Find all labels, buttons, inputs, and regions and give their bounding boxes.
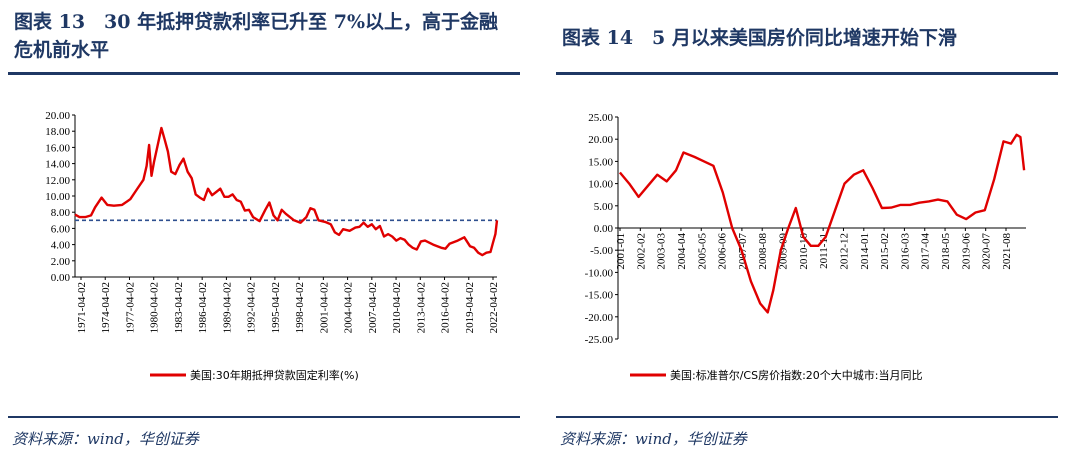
series-line — [74, 126, 499, 257]
x-tick-label: 2006-06 — [717, 233, 729, 270]
x-tick-label: 2007-04-02 — [367, 282, 379, 333]
y-tick-label: -15.00 — [585, 290, 614, 302]
house-price-chart: -25.00 -20.00 -15.00 -10.00 -5.00 0.00 5.00 10.… — [585, 112, 1026, 382]
x-tick-label: 2019-04-02 — [464, 282, 476, 333]
x-tick-label: 2012-12 — [838, 233, 850, 270]
y-tick-label: 0.00 — [594, 223, 614, 235]
x-tick-label: 2019-06 — [960, 233, 972, 270]
y-tick-label: -25.00 — [585, 334, 614, 346]
x-tick-label: 2016-04-02 — [440, 282, 452, 333]
x-tick-label: 1983-04-02 — [173, 282, 185, 333]
title-rule — [556, 72, 1058, 75]
y-tick-label: 15.00 — [588, 156, 613, 168]
x-tick-label: 2016-03 — [899, 233, 911, 270]
x-tick-label: 2009-09 — [778, 233, 790, 270]
figure-13-title: 图表 13 30 年抵押贷款利率已升至 7%以上，高于金融危机前水平 — [14, 11, 499, 61]
x-tick-label: 2010-04-02 — [391, 282, 403, 333]
y-tick-label: 20.00 — [45, 110, 70, 122]
x-tick-label: 2014-01 — [859, 233, 871, 270]
x-tick-label: 2002-02 — [635, 233, 647, 270]
source-rule — [556, 416, 1058, 418]
x-tick-label: 1998-04-02 — [294, 282, 306, 333]
legend-label: 美国:标准普尔/CS房价指数:20个大中城市:当月同比 — [670, 368, 922, 382]
figure-13-source: 资料来源：wind，华创证券 — [12, 430, 199, 448]
x-tick-label: 1971-04-02 — [76, 282, 88, 333]
y-tick-label: 20.00 — [588, 134, 613, 146]
figure-14-title: 图表 14 5 月以来美国房价同比增速开始下滑 — [562, 27, 957, 49]
x-tick-label: 2022-04-02 — [488, 282, 500, 333]
legend-label: 美国:30年期抵押贷款固定利率(%) — [190, 368, 359, 382]
series-line — [618, 133, 1026, 314]
x-tick-label: 2001-04-02 — [318, 282, 330, 333]
x-tick-label: 1989-04-02 — [221, 282, 233, 333]
x-tick-label: 2001-01 — [615, 233, 627, 270]
y-tick-label: 12.00 — [45, 175, 70, 187]
y-tick-label: 25.00 — [588, 112, 613, 124]
x-tick-label: 2008-08 — [757, 233, 769, 270]
x-tick-label: 2004-04-02 — [343, 282, 355, 333]
x-tick-label: 1995-04-02 — [270, 282, 282, 333]
x-tick-label: 2021-08 — [1001, 233, 1013, 270]
x-tick-label: 2013-04-02 — [415, 282, 427, 333]
x-tick-label: 1980-04-02 — [149, 282, 161, 333]
source-rule — [8, 416, 520, 418]
y-tick-label: 18.00 — [45, 126, 70, 138]
x-tick-label: 2015-02 — [879, 233, 891, 270]
x-tick-label: 2020-07 — [981, 233, 993, 270]
y-tick-label: -10.00 — [585, 267, 614, 279]
y-tick-label: 10.00 — [45, 191, 70, 203]
figure-14-source: 资料来源：wind，华创证券 — [560, 430, 747, 448]
x-tick-label: 1977-04-02 — [124, 282, 136, 333]
x-tick-label: 2004-04 — [676, 233, 688, 270]
x-tick-label: 2017-04 — [920, 233, 932, 270]
right-figure: 图表 14 5 月以来美国房价同比增速开始下滑 -25.00 -20.00 -15.… — [548, 0, 1058, 461]
x-tick-label: 1974-04-02 — [100, 282, 112, 333]
y-tick-label: -5.00 — [590, 245, 613, 257]
x-tick-label: 2003-03 — [656, 233, 668, 270]
x-tick-label: 2005-05 — [696, 233, 708, 270]
mortgage-rate-chart: 0.00 2.00 4.00 6.00 8.00 10.00 12.00 14.00 16.00… — [45, 110, 500, 382]
x-tick-label: 1992-04-02 — [246, 282, 258, 333]
y-tick-label: -20.00 — [585, 312, 614, 324]
left-figure: 图表 13 30 年抵押贷款利率已升至 7%以上，高于金融危机前水平 0.00 2… — [0, 0, 520, 461]
y-tick-label: 8.00 — [51, 207, 71, 219]
title-rule — [8, 72, 520, 75]
y-tick-label: 6.00 — [51, 223, 71, 235]
x-tick-label: 2018-05 — [940, 233, 952, 270]
y-tick-label: 2.00 — [51, 256, 71, 268]
y-tick-label: 4.00 — [51, 240, 71, 252]
y-tick-label: 10.00 — [588, 179, 613, 191]
y-tick-label: 0.00 — [51, 272, 71, 284]
y-tick-label: 16.00 — [45, 142, 70, 154]
x-tick-label: 1986-04-02 — [197, 282, 209, 333]
y-tick-label: 14.00 — [45, 159, 70, 171]
y-tick-label: 5.00 — [594, 201, 614, 213]
